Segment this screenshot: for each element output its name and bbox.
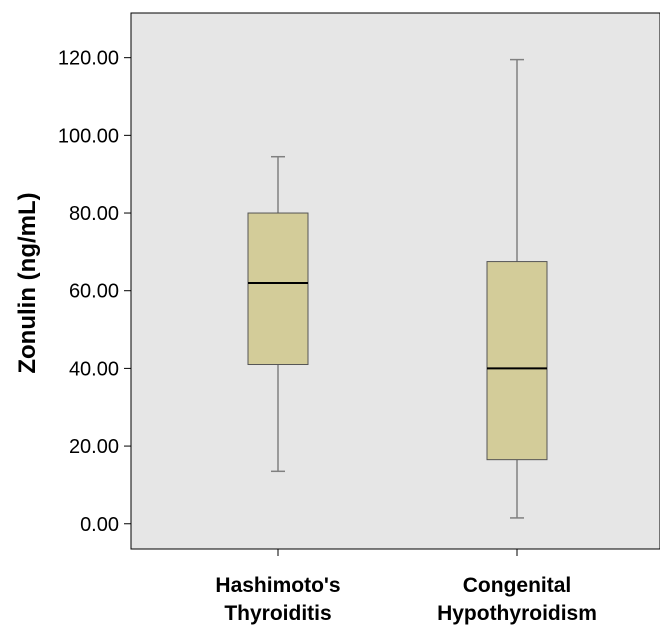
- y-tick-label: 40.00: [69, 358, 119, 380]
- x-category-label: Thyroiditis: [224, 602, 331, 625]
- x-category-label: Hashimoto's: [215, 574, 340, 597]
- y-axis-title: Zonulin (ng/mL): [14, 192, 41, 373]
- y-axis: 0.00 20.00 40.00 60.00 80.00 100.00 120.00: [58, 48, 131, 536]
- y-tick-label: 20.00: [69, 436, 119, 458]
- y-tick-label: 80.00: [69, 203, 119, 225]
- y-tick-label: 60.00: [69, 281, 119, 303]
- x-axis: Hashimoto's Thyroiditis Congenital Hypothyr…: [215, 549, 597, 625]
- x-category-label: Hypothyroidism: [437, 602, 597, 625]
- iqr-box: [247, 212, 309, 366]
- box-group: [486, 58, 548, 519]
- x-category-label: Congenital: [463, 574, 572, 597]
- y-tick-label: 100.00: [58, 125, 119, 147]
- iqr-box: [486, 261, 548, 461]
- plot-area: [130, 12, 660, 550]
- box-series: [247, 58, 548, 519]
- y-tick-label: 0.00: [80, 514, 119, 536]
- y-tick-label: 120.00: [58, 48, 119, 70]
- box-group: [247, 155, 309, 473]
